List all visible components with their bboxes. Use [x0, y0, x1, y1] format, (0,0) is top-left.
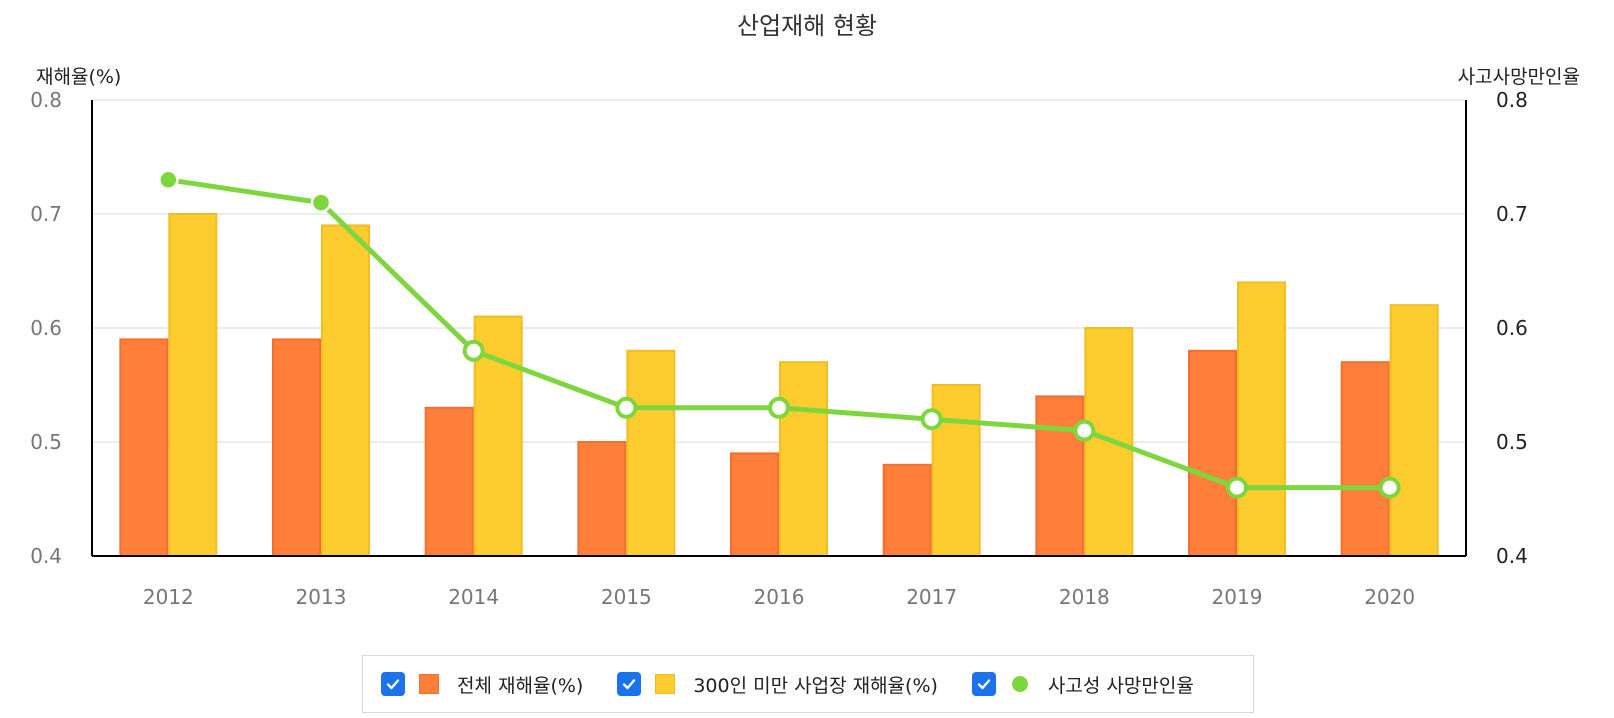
right-axis-title: 사고사망만인율 [1457, 66, 1580, 88]
point-fatality-rate-2017 [920, 408, 943, 431]
checkbox-fatality-rate[interactable] [971, 672, 996, 696]
legend-item-total-rate[interactable]: 전체 재해율(%) [381, 671, 583, 698]
x-tick-label-2015: 2015 [601, 585, 652, 609]
point-fatality-rate-2016 [768, 396, 790, 419]
check-icon [977, 679, 991, 690]
x-tick-label-2014: 2014 [448, 585, 499, 609]
x-tick-label-2018: 2018 [1059, 585, 1110, 609]
x-tick-label-2013: 2013 [296, 585, 347, 609]
bar-total-rate-2020 [1340, 361, 1390, 558]
bar-total-rate-2017 [882, 463, 932, 557]
point-fatality-rate-2014 [462, 339, 485, 362]
legend: 전체 재해율(%) 300인 미만 사업장 재해율(%) 사고성 사망만인율 [362, 655, 1254, 713]
point-fatality-rate-2019 [1226, 476, 1248, 499]
left-tick-label: 0.4 [30, 544, 62, 568]
left-tick-label: 0.5 [30, 430, 62, 454]
right-tick-label: 0.4 [1496, 544, 1528, 568]
point-fatality-rate-2018 [1073, 419, 1096, 442]
left-axis-title: 재해율(%) [36, 66, 122, 88]
left-tick-label: 0.8 [30, 88, 62, 112]
bar-small-business-rate-2019 [1237, 281, 1286, 557]
bar-total-rate-2018 [1035, 395, 1085, 557]
bar-total-rate-2012 [119, 338, 169, 557]
x-tick-label-2017: 2017 [906, 585, 957, 609]
bar-small-business-rate-2017 [931, 384, 981, 557]
right-tick-label: 0.7 [1496, 202, 1528, 226]
x-tick-label-2012: 2012 [143, 585, 194, 609]
swatch-fatality-rate [1011, 676, 1028, 692]
legend-label-fatality-rate: 사고성 사망만인율 [1047, 674, 1194, 697]
bar-small-business-rate-2015 [626, 349, 676, 557]
legend-label-total-rate: 전체 재해율(%) [457, 674, 584, 697]
left-tick-label: 0.6 [30, 316, 62, 340]
legend-label-small-business-rate: 300인 미만 사업장 재해율(%) [693, 674, 938, 697]
swatch-total-rate [419, 674, 439, 694]
checkbox-small-business-rate[interactable] [617, 672, 642, 696]
check-icon [386, 679, 400, 690]
bar-total-rate-2019 [1188, 349, 1237, 557]
x-tick-label-2016: 2016 [754, 585, 805, 609]
point-fatality-rate-2012 [158, 169, 179, 191]
bar-total-rate-2014 [424, 406, 474, 557]
bar-small-business-rate-2014 [473, 315, 523, 557]
point-fatality-rate-2013 [310, 192, 332, 213]
legend-item-fatality-rate[interactable]: 사고성 사망만인율 [971, 671, 1194, 698]
right-tick-label: 0.6 [1496, 316, 1528, 340]
x-tick-label-2020: 2020 [1364, 585, 1415, 609]
chart-plot: 0.8 0.7 0.6 0.5 0.4 0.8 0.7 0.6 0.5 0.4 2012 2013 20… [30, 88, 1528, 609]
x-tick-label-2019: 2019 [1212, 585, 1263, 609]
swatch-small-business-rate [655, 674, 676, 694]
bar-small-business-rate-2013 [321, 224, 370, 557]
bar-small-business-rate-2012 [168, 213, 218, 557]
point-fatality-rate-2015 [615, 396, 638, 419]
checkbox-total-rate[interactable] [381, 672, 405, 696]
legend-item-small-business-rate[interactable]: 300인 미만 사업장 재해율(%) [617, 671, 938, 698]
bar-total-rate-2015 [577, 441, 627, 557]
bar-small-business-rate-2020 [1389, 304, 1439, 558]
bar-small-business-rate-2016 [779, 361, 828, 558]
check-icon [623, 679, 636, 690]
bar-total-rate-2013 [272, 338, 321, 557]
bar-total-rate-2016 [730, 452, 779, 557]
right-tick-label: 0.8 [1496, 88, 1528, 112]
point-fatality-rate-2020 [1378, 476, 1401, 499]
left-tick-label: 0.7 [30, 202, 62, 226]
chart-title: 산업재해 현황 [736, 12, 878, 40]
right-tick-label: 0.5 [1496, 430, 1528, 454]
